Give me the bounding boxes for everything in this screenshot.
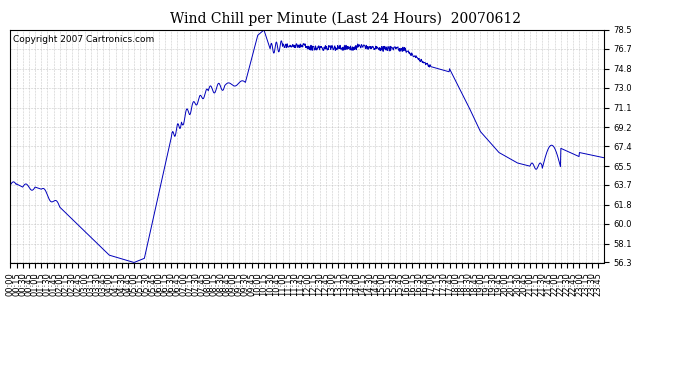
Text: Wind Chill per Minute (Last 24 Hours)  20070612: Wind Chill per Minute (Last 24 Hours) 20… xyxy=(170,11,520,26)
Text: Copyright 2007 Cartronics.com: Copyright 2007 Cartronics.com xyxy=(13,34,155,44)
